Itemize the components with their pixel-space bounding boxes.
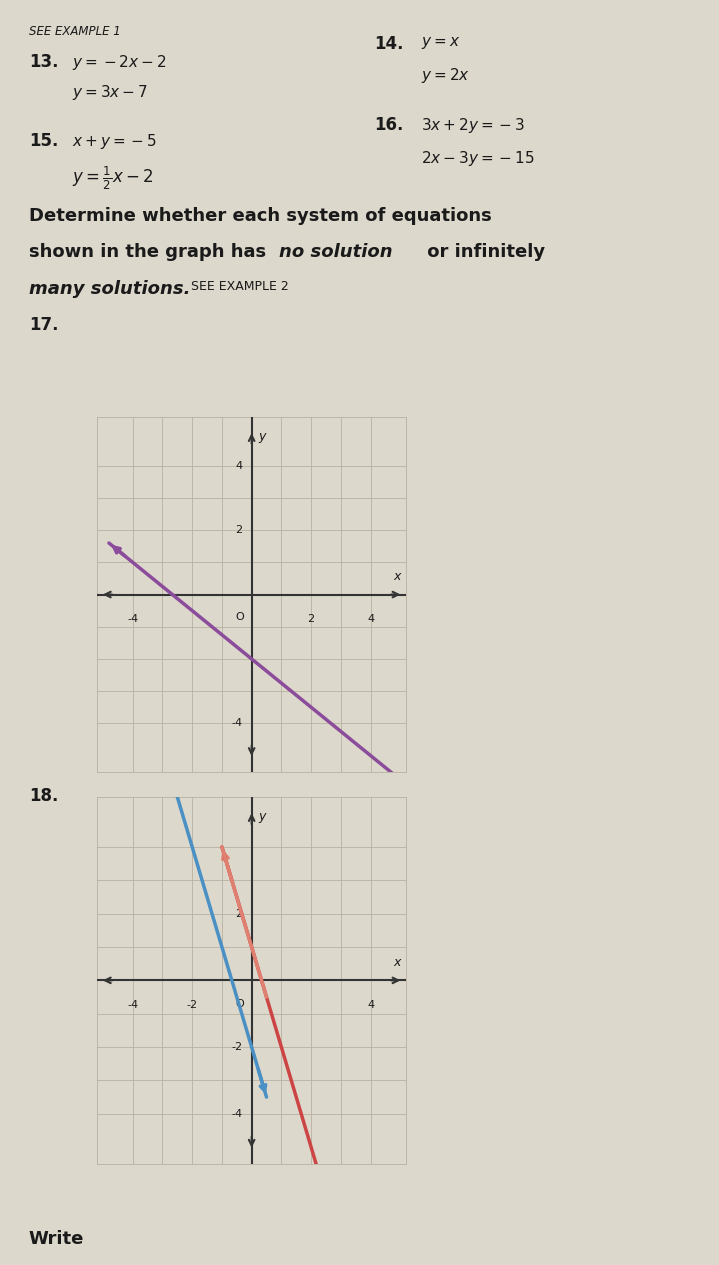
- Text: O: O: [235, 999, 244, 1008]
- Text: y: y: [258, 811, 266, 824]
- Text: $2x - 3y = -15$: $2x - 3y = -15$: [421, 149, 534, 168]
- Text: many solutions.: many solutions.: [29, 280, 191, 297]
- Text: $y = 2x$: $y = 2x$: [421, 66, 470, 85]
- Text: -4: -4: [127, 614, 138, 624]
- Text: -2: -2: [232, 1042, 243, 1052]
- Text: 4: 4: [367, 614, 374, 624]
- Text: no solution: no solution: [279, 243, 393, 261]
- Text: 2: 2: [236, 525, 243, 535]
- Text: $x + y = -5$: $x + y = -5$: [72, 132, 157, 151]
- Text: SEE EXAMPLE 2: SEE EXAMPLE 2: [183, 280, 289, 292]
- Text: 2: 2: [308, 614, 315, 624]
- Text: 15.: 15.: [29, 132, 58, 149]
- Text: O: O: [235, 612, 244, 622]
- Text: Write: Write: [29, 1230, 84, 1247]
- Text: Determine whether each system of equations: Determine whether each system of equatio…: [29, 207, 492, 225]
- Text: $y = x$: $y = x$: [421, 35, 460, 52]
- Text: y: y: [258, 430, 266, 443]
- Text: SEE EXAMPLE 1: SEE EXAMPLE 1: [29, 25, 121, 38]
- Text: 2: 2: [236, 908, 243, 918]
- Text: -4: -4: [232, 1109, 243, 1118]
- Text: 4: 4: [367, 1001, 374, 1011]
- Text: 14.: 14.: [374, 35, 403, 53]
- Text: $3x + 2y = -3$: $3x + 2y = -3$: [421, 116, 525, 135]
- Text: or infinitely: or infinitely: [421, 243, 545, 261]
- Text: shown in the graph has: shown in the graph has: [29, 243, 272, 261]
- Text: -4: -4: [127, 1001, 138, 1011]
- Text: -2: -2: [187, 1001, 198, 1011]
- Text: 16.: 16.: [374, 116, 403, 134]
- Text: 13.: 13.: [29, 53, 58, 71]
- Text: $y = -2x - 2$: $y = -2x - 2$: [72, 53, 166, 72]
- Text: x: x: [393, 955, 401, 969]
- Text: 18.: 18.: [29, 787, 58, 805]
- Text: x: x: [393, 571, 401, 583]
- Text: 4: 4: [236, 460, 243, 471]
- Text: 17.: 17.: [29, 316, 58, 334]
- Text: $y = 3x - 7$: $y = 3x - 7$: [72, 83, 148, 102]
- Text: -4: -4: [232, 719, 243, 729]
- Text: $y = \frac{1}{2}x - 2$: $y = \frac{1}{2}x - 2$: [72, 164, 153, 192]
